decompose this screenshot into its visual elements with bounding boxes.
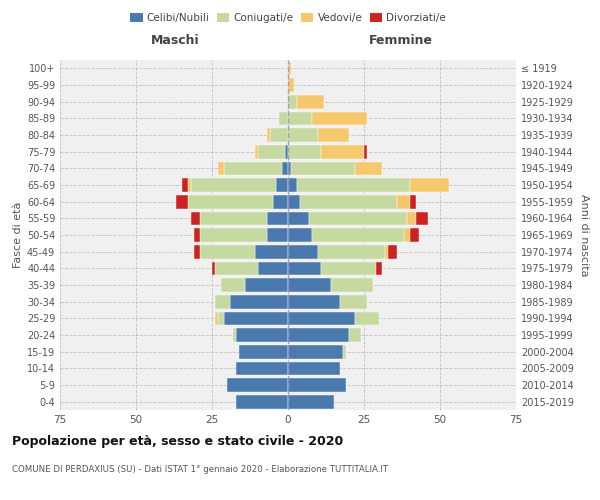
Bar [410, 178, 449, 192]
Bar [267, 228, 288, 242]
Bar [224, 162, 282, 175]
Text: Popolazione per età, sesso e stato civile - 2020: Popolazione per età, sesso e stato civil… [12, 435, 343, 448]
Bar [188, 178, 191, 192]
Legend: Celibi/Nubili, Coniugati/e, Vedovi/e, Divorziati/e: Celibi/Nubili, Coniugati/e, Vedovi/e, Di… [126, 9, 450, 28]
Bar [212, 262, 215, 275]
Bar [236, 395, 288, 408]
Bar [288, 162, 291, 175]
Bar [191, 212, 200, 225]
Bar [288, 295, 340, 308]
Bar [200, 245, 254, 258]
Bar [397, 195, 410, 208]
Bar [215, 262, 257, 275]
Bar [282, 162, 288, 175]
Bar [245, 278, 288, 292]
Bar [404, 228, 410, 242]
Bar [322, 262, 376, 275]
Bar [322, 145, 364, 158]
Text: Maschi: Maschi [151, 34, 200, 46]
Bar [288, 395, 334, 408]
Bar [176, 195, 188, 208]
Bar [288, 212, 309, 225]
Bar [288, 312, 355, 325]
Bar [288, 362, 340, 375]
Bar [188, 195, 273, 208]
Bar [288, 245, 319, 258]
Bar [364, 145, 367, 158]
Bar [297, 95, 325, 108]
Bar [313, 112, 367, 125]
Bar [291, 162, 355, 175]
Bar [385, 245, 388, 258]
Bar [288, 378, 346, 392]
Bar [288, 95, 297, 108]
Text: COMUNE DI PERDAXIUS (SU) - Dati ISTAT 1° gennaio 2020 - Elaborazione TUTTITALIA.: COMUNE DI PERDAXIUS (SU) - Dati ISTAT 1°… [12, 465, 388, 474]
Bar [267, 128, 270, 142]
Bar [288, 278, 331, 292]
Bar [285, 145, 288, 158]
Bar [221, 278, 245, 292]
Bar [300, 195, 397, 208]
Bar [288, 112, 313, 125]
Bar [309, 212, 407, 225]
Bar [355, 162, 382, 175]
Bar [236, 328, 288, 342]
Bar [273, 195, 288, 208]
Bar [270, 128, 288, 142]
Bar [191, 178, 276, 192]
Bar [215, 295, 230, 308]
Bar [194, 228, 200, 242]
Bar [416, 212, 428, 225]
Y-axis label: Fasce di età: Fasce di età [13, 202, 23, 268]
Bar [288, 328, 349, 342]
Bar [257, 262, 288, 275]
Bar [288, 128, 319, 142]
Bar [218, 162, 224, 175]
Bar [313, 228, 404, 242]
Bar [319, 245, 385, 258]
Bar [355, 312, 379, 325]
Bar [288, 145, 322, 158]
Bar [215, 312, 218, 325]
Bar [254, 145, 257, 158]
Bar [239, 345, 288, 358]
Bar [218, 312, 224, 325]
Bar [279, 112, 288, 125]
Bar [254, 245, 288, 258]
Bar [230, 295, 288, 308]
Bar [288, 78, 294, 92]
Bar [407, 212, 416, 225]
Bar [410, 228, 419, 242]
Bar [340, 295, 367, 308]
Bar [182, 178, 188, 192]
Bar [343, 345, 346, 358]
Bar [227, 378, 288, 392]
Text: Femmine: Femmine [368, 34, 433, 46]
Bar [267, 212, 288, 225]
Bar [233, 328, 236, 342]
Y-axis label: Anni di nascita: Anni di nascita [579, 194, 589, 276]
Bar [200, 212, 267, 225]
Bar [194, 245, 200, 258]
Bar [276, 178, 288, 192]
Bar [331, 278, 373, 292]
Bar [288, 178, 297, 192]
Bar [297, 178, 410, 192]
Bar [288, 228, 313, 242]
Bar [224, 312, 288, 325]
Bar [236, 362, 288, 375]
Bar [349, 328, 361, 342]
Bar [288, 345, 343, 358]
Bar [288, 262, 322, 275]
Bar [319, 128, 349, 142]
Bar [288, 195, 300, 208]
Bar [410, 195, 416, 208]
Bar [257, 145, 285, 158]
Bar [376, 262, 382, 275]
Bar [200, 228, 267, 242]
Bar [288, 62, 291, 75]
Bar [388, 245, 397, 258]
